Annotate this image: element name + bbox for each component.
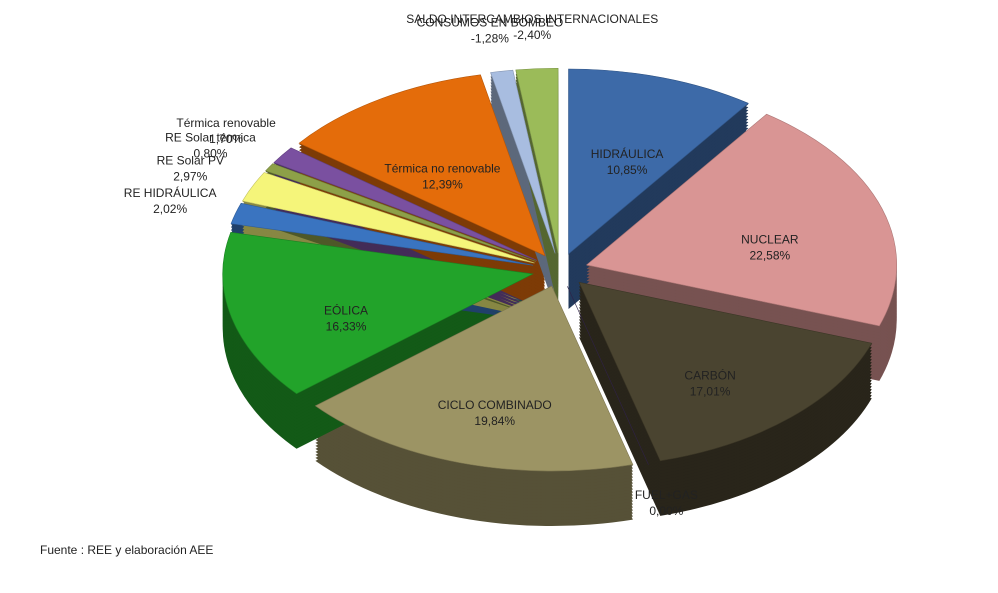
- slice-label: Térmica no renovable: [384, 161, 500, 175]
- slice: [586, 113, 897, 327]
- slice-value: 2,97%: [173, 170, 207, 184]
- slice-value: 16,33%: [326, 320, 367, 334]
- slice: [265, 163, 537, 262]
- slice-value: 1,70%: [209, 132, 243, 146]
- slice-label: RE HIDRÁULICA: [124, 185, 217, 200]
- slice: [578, 281, 873, 462]
- slice-label: NUCLEAR: [741, 233, 799, 247]
- slice: [298, 74, 546, 257]
- slice: [490, 69, 556, 254]
- slice-side: [490, 95, 556, 279]
- slice-value: -2,40%: [513, 28, 551, 42]
- slice-value: 2,02%: [153, 202, 187, 216]
- slice: [273, 147, 538, 261]
- slice: [568, 68, 749, 255]
- slice-value: 19,84%: [474, 414, 515, 428]
- slice-value: 22,58%: [749, 249, 790, 263]
- slice-label: Térmica renovable: [176, 116, 276, 130]
- slice-value: 0,00%: [649, 504, 683, 518]
- source-note: Fuente : REE y elaboración AEE: [40, 543, 213, 557]
- slice-side: [490, 98, 556, 282]
- slice: [314, 285, 634, 472]
- slice-value: -1,28%: [471, 31, 509, 45]
- slice-label: EÓLICA: [324, 303, 368, 318]
- slice-label: FUEL+GAS: [635, 488, 698, 502]
- slice-label: RE Solar térmica: [165, 131, 256, 145]
- slice-label: CARBÓN: [684, 368, 735, 383]
- slice-side: [490, 89, 556, 273]
- slice-value: 17,01%: [690, 385, 731, 399]
- slice-label: RE Solar PV: [157, 154, 224, 168]
- slice-value: 10,85%: [607, 163, 648, 177]
- slice-label: CICLO COMBINADO: [438, 398, 552, 412]
- slice-side: [490, 92, 556, 276]
- slice: [515, 67, 559, 254]
- slice-label: SALDO INTERCAMBIOS INTERNACIONALES: [406, 12, 658, 26]
- slice-label: CONSUMOS EN BOMBEO: [417, 15, 564, 29]
- slice-value: 12,39%: [422, 177, 463, 191]
- slice-label: HIDRÁULICA: [591, 146, 664, 161]
- slice: [567, 286, 649, 465]
- slice-value: 0,80%: [193, 147, 227, 161]
- slice: [242, 172, 535, 264]
- slice: [230, 202, 534, 266]
- slice: [222, 231, 534, 395]
